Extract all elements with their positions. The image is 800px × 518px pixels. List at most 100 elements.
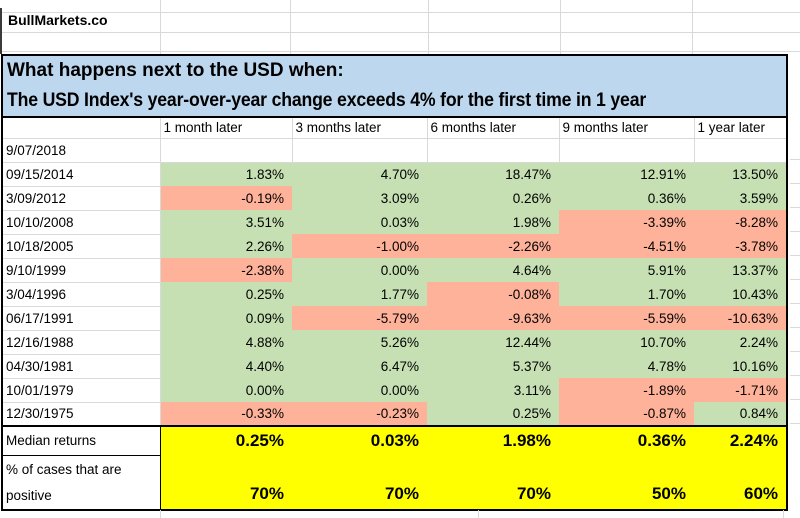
return-cell[interactable]: -10.63%	[694, 306, 788, 330]
return-cell[interactable]: 0.03%	[292, 210, 427, 234]
return-cell[interactable]: 10.43%	[694, 282, 788, 306]
date-cell[interactable]: 04/30/1981	[2, 354, 161, 379]
date-cell[interactable]: 06/17/1991	[2, 306, 161, 331]
date-cell[interactable]: 10/01/1979	[2, 378, 161, 403]
table-title-cell[interactable]: What happens next to the USD when: The U…	[2, 55, 788, 118]
return-cell[interactable]: 1.77%	[292, 282, 427, 306]
return-cell[interactable]: -1.89%	[559, 378, 694, 402]
date-cell[interactable]: 9/10/1999	[2, 258, 161, 283]
return-cell[interactable]: 2.26%	[160, 234, 292, 258]
gridline	[790, 423, 800, 424]
return-cell[interactable]: 4.88%	[160, 330, 292, 354]
return-cell[interactable]: 0.84%	[694, 402, 788, 426]
return-cell[interactable]: -4.51%	[559, 234, 694, 258]
return-cell[interactable]: 0.25%	[160, 282, 292, 306]
gridline	[0, 12, 800, 13]
date-cell[interactable]: 3/09/2012	[2, 186, 161, 211]
return-cell[interactable]: 3.51%	[160, 210, 292, 234]
return-cell[interactable]: 4.64%	[427, 258, 559, 282]
return-cell[interactable]: 0.09%	[160, 306, 292, 330]
percent-positive-value-cell[interactable]: 70%	[160, 455, 292, 510]
return-cell[interactable]	[694, 138, 788, 163]
date-cell[interactable]: 12/30/1975	[2, 402, 161, 427]
return-cell[interactable]: 0.00%	[292, 378, 427, 402]
return-cell[interactable]: -5.79%	[292, 306, 427, 330]
return-cell[interactable]: 0.25%	[427, 402, 559, 426]
return-cell[interactable]: -0.23%	[292, 402, 427, 426]
date-cell[interactable]: 9/07/2018	[2, 138, 161, 163]
return-cell[interactable]: 0.26%	[427, 186, 559, 210]
return-cell[interactable]: -2.38%	[160, 258, 292, 282]
return-cell[interactable]: -0.19%	[160, 186, 292, 210]
return-cell[interactable]	[559, 138, 695, 163]
date-cell[interactable]: 10/18/2005	[2, 234, 161, 259]
return-cell[interactable]: 4.70%	[292, 162, 427, 186]
return-cell[interactable]	[292, 138, 428, 163]
gridline	[478, 510, 479, 518]
return-cell[interactable]: 1.98%	[427, 210, 559, 234]
return-cell[interactable]: -5.59%	[559, 306, 694, 330]
return-cell[interactable]: 13.37%	[694, 258, 788, 282]
data-rows: 9/07/2018 09/15/2014 1.83% 4.70% 18.47% 12.91…	[2, 138, 788, 427]
return-cell[interactable]: -0.08%	[427, 282, 559, 306]
return-cell[interactable]: -2.26%	[427, 234, 559, 258]
return-cell[interactable]	[160, 138, 293, 163]
return-cell[interactable]: -0.33%	[160, 402, 292, 426]
date-cell[interactable]: 12/16/1988	[2, 330, 161, 355]
return-cell[interactable]: 5.26%	[292, 330, 427, 354]
return-cell[interactable]: 13.50%	[694, 162, 788, 186]
return-cell[interactable]: -1.71%	[694, 378, 788, 402]
column-header[interactable]: 6 months later	[427, 117, 560, 139]
return-cell[interactable]: 1.70%	[559, 282, 694, 306]
return-cell[interactable]: 12.91%	[559, 162, 694, 186]
date-cell[interactable]: 10/10/2008	[2, 210, 161, 235]
return-cell[interactable]: -3.78%	[694, 234, 788, 258]
return-cell[interactable]: 5.37%	[427, 354, 559, 378]
gridline	[560, 0, 561, 54]
return-cell[interactable]: 18.47%	[427, 162, 559, 186]
return-cell[interactable]	[427, 138, 560, 163]
corner-cell[interactable]	[2, 117, 161, 139]
return-cell[interactable]: 10.70%	[559, 330, 694, 354]
return-cell[interactable]: -1.00%	[292, 234, 427, 258]
column-header[interactable]: 1 year later	[694, 117, 788, 139]
return-cell[interactable]: 6.47%	[292, 354, 427, 378]
column-header[interactable]: 9 months later	[559, 117, 695, 139]
return-cell[interactable]: 2.24%	[694, 330, 788, 354]
percent-positive-value-cell[interactable]: 70%	[427, 455, 559, 510]
return-cell[interactable]: -3.39%	[559, 210, 694, 234]
return-cell[interactable]: 1.83%	[160, 162, 292, 186]
return-cell[interactable]: -8.28%	[694, 210, 788, 234]
return-cell[interactable]: 3.59%	[694, 186, 788, 210]
return-cell[interactable]: 3.11%	[427, 378, 559, 402]
median-value-cell[interactable]: 2.24%	[694, 425, 788, 455]
return-cell[interactable]: 0.36%	[559, 186, 694, 210]
return-cell[interactable]: 4.78%	[559, 354, 694, 378]
column-header[interactable]: 3 months later	[292, 117, 428, 139]
return-cell[interactable]: -0.87%	[559, 402, 694, 426]
percent-positive-value-cell[interactable]: 60%	[694, 455, 788, 510]
return-cell[interactable]: 3.09%	[292, 186, 427, 210]
percent-positive-label-cell[interactable]: % of cases that are positive	[2, 455, 161, 510]
date-cell[interactable]: 09/15/2014	[2, 162, 161, 187]
return-cell[interactable]: 0.00%	[292, 258, 427, 282]
column-header[interactable]: 1 month later	[160, 117, 293, 139]
percent-positive-value-cell[interactable]: 70%	[292, 455, 427, 510]
median-value-cell[interactable]: 0.25%	[160, 425, 292, 455]
return-cell[interactable]: 10.16%	[694, 354, 788, 378]
brand-text: BullMarkets.co	[8, 12, 108, 28]
median-value-cell[interactable]: 0.36%	[559, 425, 694, 455]
table-row: 10/10/2008 3.51% 0.03% 1.98% -3.39% -8.28%	[2, 210, 788, 235]
date-cell[interactable]: 3/04/1996	[2, 282, 161, 307]
percent-positive-value-cell[interactable]: 50%	[559, 455, 694, 510]
return-cell[interactable]: -9.63%	[427, 306, 559, 330]
median-value-cell[interactable]: 1.98%	[427, 425, 559, 455]
return-cell[interactable]: 0.00%	[160, 378, 292, 402]
gridline	[790, 327, 800, 328]
return-cell[interactable]: 12.44%	[427, 330, 559, 354]
return-cell[interactable]: 5.91%	[559, 258, 694, 282]
median-value-cell[interactable]: 0.03%	[292, 425, 427, 455]
median-label-cell[interactable]: Median returns	[2, 425, 161, 456]
table-row: 12/30/1975 -0.33% -0.23% 0.25% -0.87% 0.84%	[2, 402, 788, 427]
return-cell[interactable]: 4.40%	[160, 354, 292, 378]
